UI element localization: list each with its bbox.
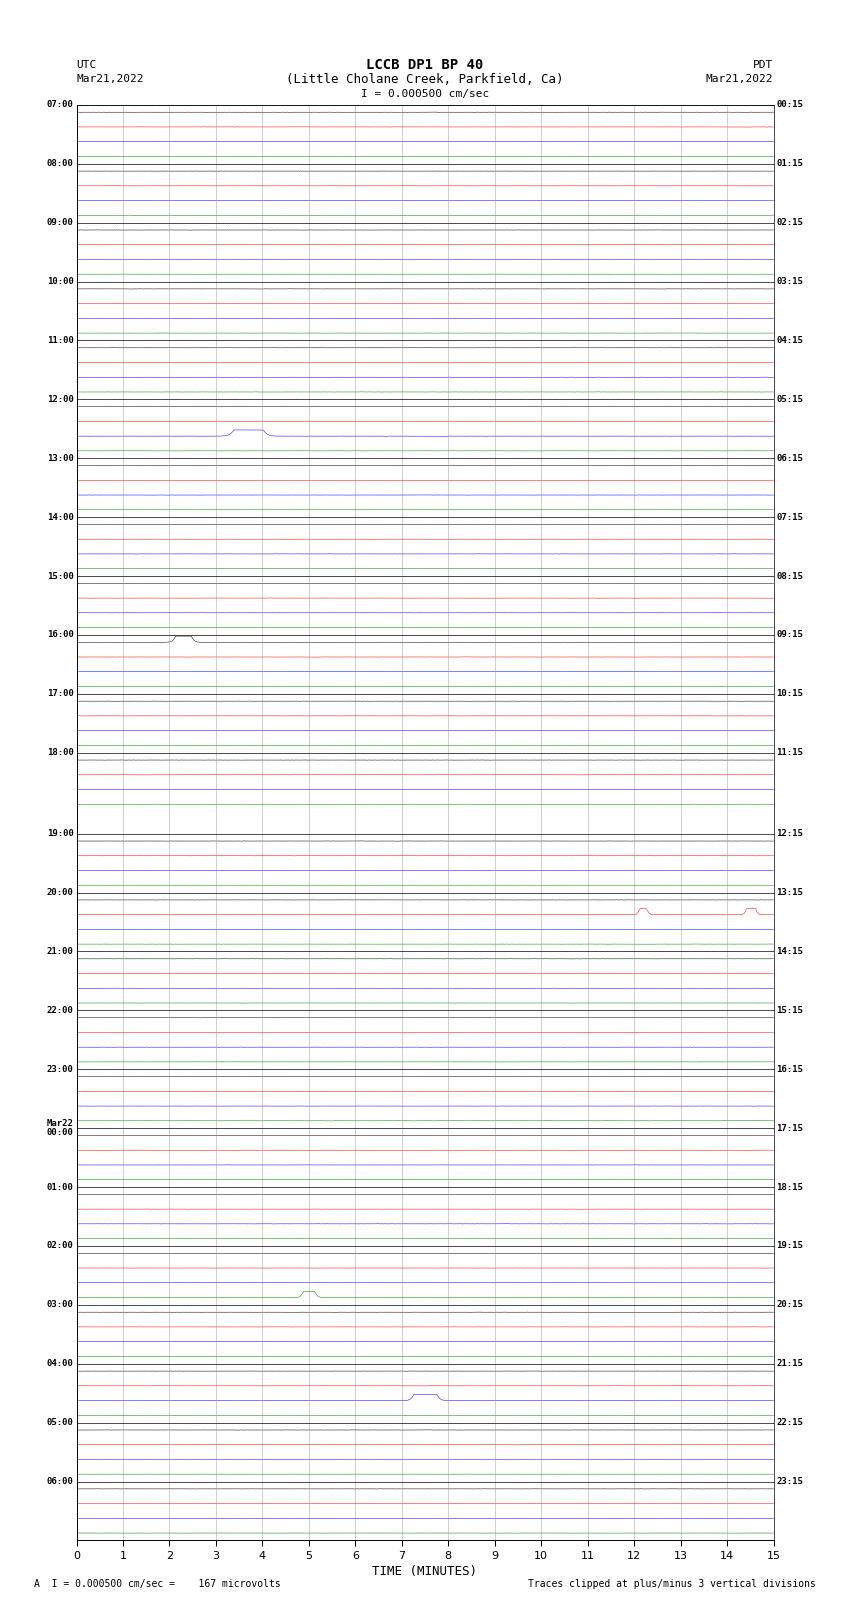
Text: 05:15: 05:15: [776, 395, 803, 403]
Text: 16:15: 16:15: [776, 1065, 803, 1074]
Text: 04:00: 04:00: [47, 1360, 74, 1368]
Text: 07:00: 07:00: [47, 100, 74, 110]
Text: 22:15: 22:15: [776, 1418, 803, 1428]
Text: I = 0.000500 cm/sec: I = 0.000500 cm/sec: [361, 89, 489, 98]
Text: 02:00: 02:00: [47, 1242, 74, 1250]
Text: 21:00: 21:00: [47, 947, 74, 957]
Text: 14:00: 14:00: [47, 513, 74, 521]
Text: 03:15: 03:15: [776, 277, 803, 286]
Text: 07:15: 07:15: [776, 513, 803, 521]
Text: 17:00: 17:00: [47, 689, 74, 698]
Text: 17:15: 17:15: [776, 1124, 803, 1132]
Text: 13:00: 13:00: [47, 453, 74, 463]
Text: 23:00: 23:00: [47, 1065, 74, 1074]
Text: LCCB DP1 BP 40: LCCB DP1 BP 40: [366, 58, 484, 71]
Text: 10:00: 10:00: [47, 277, 74, 286]
Text: 12:15: 12:15: [776, 829, 803, 839]
Text: 18:00: 18:00: [47, 748, 74, 756]
Text: 14:15: 14:15: [776, 947, 803, 957]
Text: Traces clipped at plus/minus 3 vertical divisions: Traces clipped at plus/minus 3 vertical …: [528, 1579, 816, 1589]
Text: UTC: UTC: [76, 60, 97, 69]
Text: 04:15: 04:15: [776, 336, 803, 345]
Text: A  I = 0.000500 cm/sec =    167 microvolts: A I = 0.000500 cm/sec = 167 microvolts: [34, 1579, 280, 1589]
Text: 18:15: 18:15: [776, 1182, 803, 1192]
Text: 11:15: 11:15: [776, 748, 803, 756]
Text: 09:15: 09:15: [776, 631, 803, 639]
Text: 00:15: 00:15: [776, 100, 803, 110]
Text: 06:00: 06:00: [47, 1478, 74, 1486]
Text: 19:15: 19:15: [776, 1242, 803, 1250]
Text: 05:00: 05:00: [47, 1418, 74, 1428]
Text: 12:00: 12:00: [47, 395, 74, 403]
Text: 08:15: 08:15: [776, 571, 803, 581]
Text: 08:00: 08:00: [47, 160, 74, 168]
Text: 06:15: 06:15: [776, 453, 803, 463]
Text: 01:00: 01:00: [47, 1182, 74, 1192]
Text: (Little Cholane Creek, Parkfield, Ca): (Little Cholane Creek, Parkfield, Ca): [286, 73, 564, 85]
Text: 10:15: 10:15: [776, 689, 803, 698]
Text: 23:15: 23:15: [776, 1478, 803, 1486]
Text: 13:15: 13:15: [776, 889, 803, 897]
Text: 22:00: 22:00: [47, 1007, 74, 1015]
Text: Mar21,2022: Mar21,2022: [76, 74, 144, 84]
Text: 19:00: 19:00: [47, 829, 74, 839]
Text: Mar21,2022: Mar21,2022: [706, 74, 774, 84]
Text: 15:15: 15:15: [776, 1007, 803, 1015]
Text: 21:15: 21:15: [776, 1360, 803, 1368]
Text: Mar22
00:00: Mar22 00:00: [47, 1119, 74, 1137]
Text: 01:15: 01:15: [776, 160, 803, 168]
Text: 20:00: 20:00: [47, 889, 74, 897]
Text: 03:00: 03:00: [47, 1300, 74, 1310]
Text: 11:00: 11:00: [47, 336, 74, 345]
Text: 02:15: 02:15: [776, 218, 803, 227]
Text: 09:00: 09:00: [47, 218, 74, 227]
Text: 16:00: 16:00: [47, 631, 74, 639]
Text: 20:15: 20:15: [776, 1300, 803, 1310]
X-axis label: TIME (MINUTES): TIME (MINUTES): [372, 1565, 478, 1578]
Text: PDT: PDT: [753, 60, 774, 69]
Text: 15:00: 15:00: [47, 571, 74, 581]
